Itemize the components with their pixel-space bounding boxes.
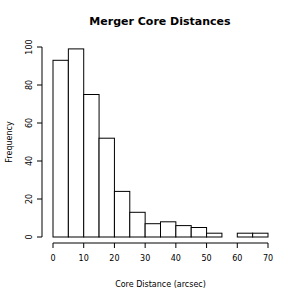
x-tick	[53, 243, 54, 248]
bar	[99, 138, 114, 237]
y-tick-label: 60	[25, 118, 34, 128]
y-tick-label: 100	[25, 39, 34, 54]
y-tick-label: 20	[25, 194, 34, 204]
x-tick-label: 30	[140, 254, 150, 263]
x-tick-label: 40	[171, 254, 181, 263]
bar	[161, 222, 176, 237]
y-tick-label: 40	[25, 156, 34, 166]
y-axis-line	[42, 47, 43, 237]
y-tick	[37, 199, 42, 200]
y-tick-label: 80	[25, 80, 34, 90]
bar	[68, 49, 83, 237]
y-tick-label: 0	[25, 234, 34, 239]
bar	[176, 226, 191, 237]
chart: Merger Core Distances 0 10 20 30 40 50 60 70 0 20 4…	[0, 0, 300, 300]
bar	[222, 237, 237, 238]
x-tick	[206, 243, 207, 248]
x-tick	[237, 243, 238, 248]
x-tick-label: 70	[263, 254, 273, 263]
x-tick	[114, 243, 115, 248]
x-tick-label: 50	[201, 254, 211, 263]
y-tick	[37, 47, 42, 48]
bar	[84, 95, 99, 238]
x-tick	[145, 243, 146, 248]
y-tick	[37, 161, 42, 162]
y-tick	[37, 123, 42, 124]
bar	[130, 212, 145, 237]
y-tick	[37, 237, 42, 238]
bar	[145, 224, 160, 237]
x-tick-label: 0	[50, 254, 55, 263]
y-tick	[37, 85, 42, 86]
bar	[191, 228, 206, 238]
x-tick	[175, 243, 176, 248]
bar	[207, 233, 222, 237]
bar	[237, 233, 252, 237]
bar	[53, 60, 68, 237]
y-axis-label: Frequency	[5, 121, 14, 163]
x-tick-label: 20	[109, 254, 119, 263]
x-tick	[268, 243, 269, 248]
x-tick-label: 10	[79, 254, 89, 263]
bars	[53, 49, 268, 237]
bar	[114, 191, 129, 237]
x-axis-line	[53, 243, 268, 244]
chart-root: Merger Core Distances 0 10 20 30 40 50 60 70 0 20 4…	[0, 0, 300, 300]
x-axis-label: Core Distance (arcsec)	[115, 280, 206, 289]
x-tick	[83, 243, 84, 248]
x-tick-label: 60	[232, 254, 242, 263]
title: Merger Core Distances	[89, 15, 231, 28]
bar	[253, 233, 268, 237]
